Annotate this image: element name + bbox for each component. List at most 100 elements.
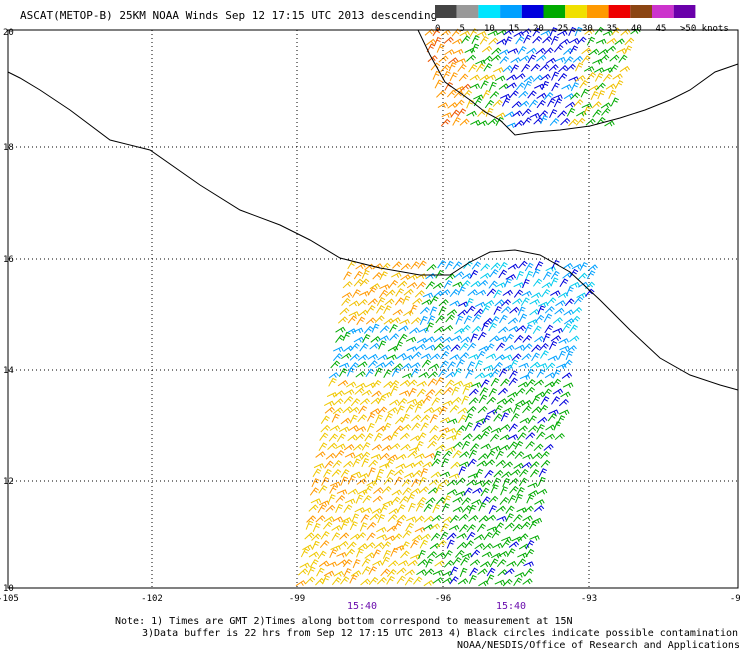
wind-barb xyxy=(527,319,538,325)
wind-barb xyxy=(454,430,462,440)
wind-barb xyxy=(474,359,483,370)
wind-barb xyxy=(456,425,467,433)
wind-barb xyxy=(480,430,490,440)
wind-barb xyxy=(311,478,320,488)
wind-barb xyxy=(469,74,480,81)
wind-barb xyxy=(432,569,444,576)
scale-label: 35 xyxy=(607,24,618,34)
wind-barb xyxy=(383,380,394,388)
wind-barb xyxy=(394,341,403,351)
scale-label: 30 xyxy=(582,24,593,34)
wind-barb xyxy=(353,336,365,343)
wind-barb xyxy=(373,487,384,494)
wind-barb xyxy=(386,569,397,577)
wind-barb xyxy=(551,378,562,387)
wind-barb xyxy=(499,55,510,64)
wind-barb xyxy=(489,335,500,343)
wind-barb xyxy=(375,362,386,369)
scale-swatch xyxy=(435,5,457,18)
wind-barb xyxy=(324,460,334,469)
wind-barb xyxy=(504,36,513,46)
wind-barb xyxy=(478,515,489,523)
wind-barb xyxy=(481,45,493,53)
wind-barb xyxy=(523,561,534,567)
wind-barb xyxy=(413,576,423,585)
wind-barb xyxy=(331,468,342,477)
wind-barb xyxy=(311,540,320,550)
wind-barb xyxy=(488,280,498,289)
wind-barb xyxy=(562,322,572,332)
lon-label: -99 xyxy=(289,594,305,604)
wind-barb xyxy=(460,324,471,333)
wind-barb xyxy=(390,443,401,450)
wind-barb xyxy=(417,496,427,506)
wind-barb xyxy=(451,28,462,37)
wind-barb xyxy=(469,269,479,279)
wind-barb xyxy=(507,317,519,325)
wind-barb xyxy=(521,461,532,469)
wind-barb xyxy=(344,498,356,505)
wind-barb xyxy=(478,279,489,287)
wind-barb xyxy=(420,468,428,478)
wind-barb xyxy=(304,532,315,540)
wind-barb xyxy=(558,398,569,407)
wind-barb xyxy=(445,371,456,379)
wind-barb xyxy=(445,314,455,323)
wind-barb xyxy=(429,414,438,424)
wind-barb xyxy=(527,482,538,489)
wind-barb xyxy=(452,441,463,449)
wind-barb xyxy=(470,280,481,288)
wind-barb xyxy=(459,352,470,360)
wind-barb xyxy=(365,542,376,550)
wind-barb xyxy=(443,386,454,395)
wind-barb xyxy=(448,473,460,480)
wind-barb xyxy=(420,414,431,423)
wind-barb xyxy=(427,371,438,379)
wind-barb xyxy=(436,539,447,548)
wind-barb xyxy=(319,432,329,441)
wind-barb xyxy=(384,298,395,306)
wind-barb xyxy=(461,35,471,44)
scale-swatch xyxy=(586,5,609,18)
wind-barb xyxy=(474,372,485,379)
wind-barb xyxy=(389,380,400,389)
wind-barb xyxy=(466,342,477,351)
wind-barb xyxy=(332,460,342,469)
wind-barb xyxy=(468,397,479,405)
wind-barb xyxy=(406,398,418,405)
wind-barb xyxy=(536,92,547,99)
wind-barb xyxy=(353,270,363,280)
wind-barb xyxy=(425,281,436,290)
wind-barb xyxy=(591,101,602,109)
wind-barb xyxy=(392,261,402,269)
wind-barb xyxy=(384,412,393,422)
wind-barb xyxy=(454,271,465,278)
wind-barb xyxy=(354,507,365,513)
wind-barb xyxy=(624,45,633,55)
wind-barb xyxy=(501,471,512,479)
wind-barb xyxy=(406,516,417,522)
wind-barb xyxy=(305,576,316,585)
wind-barb xyxy=(477,109,487,117)
wind-barb xyxy=(399,379,411,387)
wind-barb xyxy=(331,524,342,531)
wind-barb xyxy=(480,379,490,388)
wind-barb xyxy=(410,488,421,495)
wind-barb xyxy=(416,380,427,387)
wind-barb xyxy=(521,28,532,35)
wind-barb xyxy=(476,63,485,73)
wind-barb xyxy=(366,480,377,487)
wind-barb xyxy=(357,489,368,496)
wind-barb xyxy=(341,517,352,523)
wind-barb xyxy=(555,300,566,307)
wind-barb xyxy=(581,55,591,64)
wind-barb xyxy=(359,398,370,405)
wind-barb xyxy=(435,376,445,386)
wind-barb xyxy=(469,567,479,577)
wind-barb xyxy=(586,72,597,81)
wind-barb xyxy=(401,362,412,370)
wind-barb xyxy=(368,459,378,468)
wind-barb xyxy=(463,260,473,269)
wind-barb xyxy=(368,566,378,575)
wind-barb xyxy=(373,542,385,549)
